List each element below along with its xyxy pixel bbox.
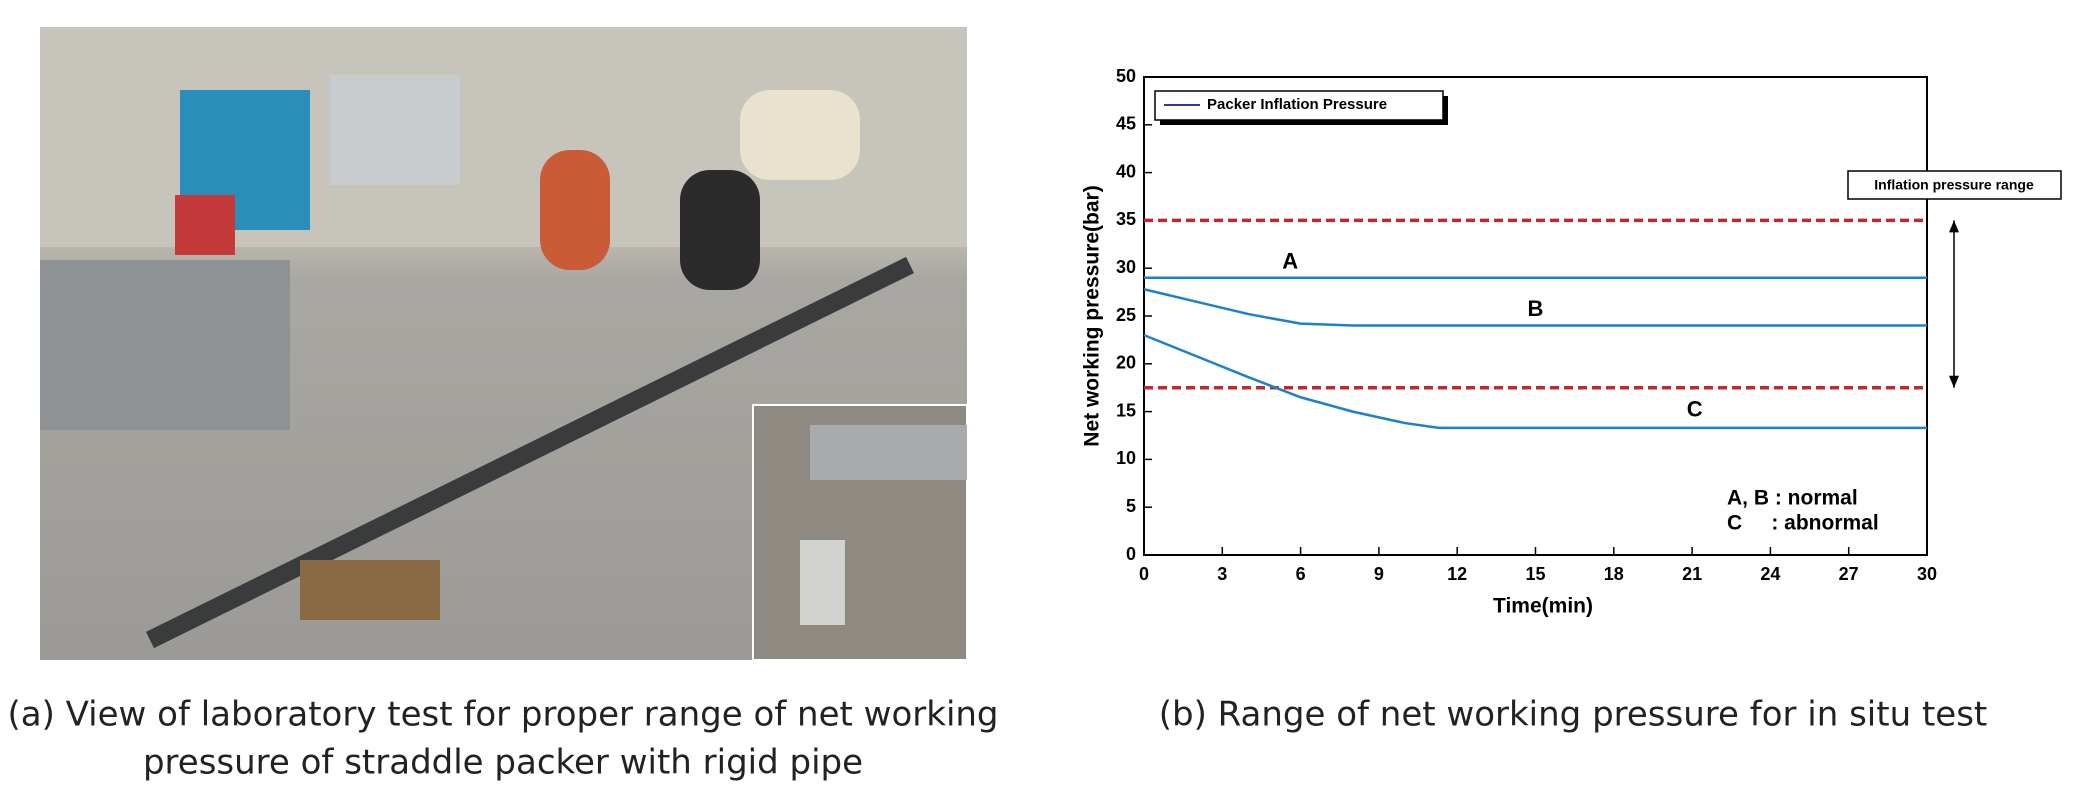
caption-a: (a) View of laboratory test for proper r…	[7, 695, 998, 735]
x-tick-label: 18	[1604, 564, 1624, 584]
annotation: C : abnormal	[1727, 512, 1879, 535]
y-tick-label: 10	[1116, 448, 1136, 468]
x-tick-label: 9	[1374, 564, 1384, 584]
x-tick-label: 15	[1525, 564, 1545, 584]
caption-b: (b) Range of net working pressure for in…	[1159, 695, 1988, 735]
series-line	[1143, 333, 1927, 430]
caption-a: pressure of straddle packer with rigid p…	[143, 743, 863, 783]
y-tick-label: 5	[1126, 496, 1136, 516]
y-tick-label: 25	[1116, 305, 1136, 325]
legend-label: Packer Inflation Pressure	[1207, 96, 1387, 113]
curve-label: C	[1687, 396, 1703, 421]
y-tick-label: 20	[1116, 353, 1136, 373]
x-tick-label: 21	[1682, 564, 1702, 584]
y-tick-label: 35	[1116, 209, 1136, 229]
x-tick-label: 27	[1839, 564, 1859, 584]
y-tick-label: 30	[1116, 257, 1136, 277]
photo	[40, 27, 968, 661]
annotation: A, B : normal	[1727, 487, 1858, 510]
x-tick-label: 12	[1447, 564, 1467, 584]
x-tick-label: 24	[1760, 564, 1780, 584]
x-axis-label: Time(min)	[1493, 595, 1593, 618]
arrow-head	[1949, 220, 1959, 233]
y-tick-label: 40	[1116, 161, 1136, 181]
x-tick-label: 30	[1917, 564, 1937, 584]
curve-label: B	[1528, 296, 1544, 321]
arrow-head	[1949, 375, 1959, 388]
series-line	[1143, 288, 1927, 327]
range-label: Inflation pressure range	[1874, 177, 2034, 193]
y-tick-label: 0	[1126, 544, 1136, 564]
x-tick-label: 0	[1139, 564, 1149, 584]
y-axis-label: Net working pressure(bar)	[1081, 185, 1104, 446]
range-box	[1847, 170, 2062, 200]
y-tick-label: 15	[1116, 400, 1136, 420]
y-tick-label: 45	[1116, 114, 1136, 134]
curve-label: A	[1282, 248, 1298, 273]
legend-box	[1154, 90, 1444, 121]
x-tick-label: 6	[1296, 564, 1306, 584]
y-tick-label: 50	[1116, 66, 1136, 86]
x-tick-label: 3	[1217, 564, 1227, 584]
